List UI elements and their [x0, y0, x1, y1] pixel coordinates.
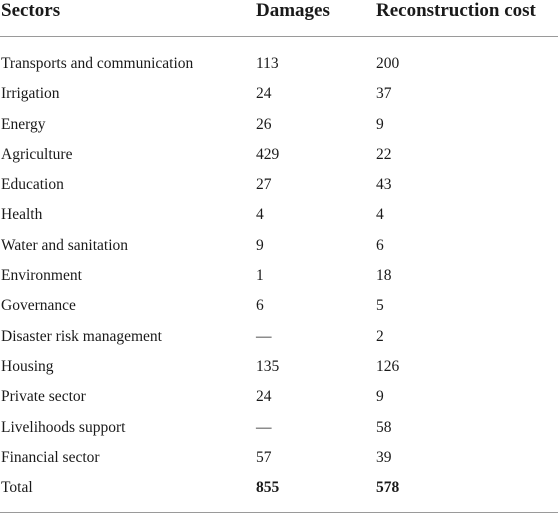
- header-sectors: Sectors: [1, 0, 61, 21]
- table-row: Education 27 43: [0, 171, 558, 201]
- cell-sector: Livelihoods support: [1, 418, 126, 436]
- table-bottom-divider: [0, 512, 558, 513]
- cell-reconstruction-cost: 578: [376, 479, 400, 497]
- cell-sector: Total: [1, 479, 33, 497]
- table-row: Agriculture 429 22: [0, 141, 558, 171]
- cell-reconstruction-cost: 2: [376, 327, 384, 345]
- table-row: Environment 1 18: [0, 262, 558, 292]
- cell-reconstruction-cost: 5: [376, 297, 384, 315]
- cell-damages: 24: [256, 388, 272, 406]
- cell-sector: Health: [1, 206, 43, 224]
- table-row: Water and sanitation 9 6: [0, 232, 558, 262]
- cell-sector: Education: [1, 176, 64, 194]
- cell-damages: 26: [256, 115, 272, 133]
- table-row: Energy 26 9: [0, 111, 558, 141]
- table-row: Governance 6 5: [0, 292, 558, 322]
- table-body: Transports and communication 113 200 Irriga…: [0, 50, 558, 504]
- cell-sector: Transports and communication: [1, 55, 194, 72]
- cell-reconstruction-cost: 58: [376, 418, 392, 436]
- cell-damages: 24: [256, 85, 272, 103]
- cell-sector: Irrigation: [1, 85, 60, 103]
- cell-damages: 27: [256, 176, 272, 194]
- cell-sector: Water and sanitation: [1, 236, 129, 254]
- cell-reconstruction-cost: 9: [376, 388, 384, 406]
- header-damages: Damages: [256, 0, 330, 21]
- table-row: Housing 135 126: [0, 353, 558, 383]
- cell-reconstruction-cost: 22: [376, 145, 392, 163]
- cell-damages: 135: [256, 357, 280, 375]
- cell-sector: Agriculture: [1, 145, 73, 163]
- cell-reconstruction-cost: 43: [376, 176, 392, 194]
- cell-sector: Financial sector: [1, 448, 100, 466]
- table-row: Transports and communication 113 200: [0, 50, 558, 80]
- table-row: Financial sector 57 39: [0, 444, 558, 474]
- cell-damages: 429: [256, 145, 280, 163]
- cell-damages: 1: [256, 267, 264, 285]
- cell-damages: 6: [256, 297, 264, 315]
- cell-reconstruction-cost: 200: [376, 55, 400, 72]
- cell-sector: Housing: [1, 357, 54, 375]
- cell-reconstruction-cost: 126: [376, 357, 400, 375]
- cell-sector: Disaster risk management: [1, 327, 162, 345]
- cell-sector: Private sector: [1, 388, 86, 406]
- table-row: Livelihoods support — 58: [0, 414, 558, 444]
- cell-sector: Governance: [1, 297, 76, 315]
- cell-damages: 9: [256, 236, 264, 254]
- table-total-row: Total 855 578: [0, 474, 558, 504]
- cell-damages: 57: [256, 448, 272, 466]
- cell-reconstruction-cost: 6: [376, 236, 384, 254]
- cell-damages: 113: [256, 55, 279, 72]
- table-row: Disaster risk management — 2: [0, 323, 558, 353]
- cell-sector: Environment: [1, 267, 82, 285]
- header-reconstruction-cost: Reconstruction cost: [376, 0, 536, 21]
- cell-reconstruction-cost: 37: [376, 85, 392, 103]
- header-divider: [0, 36, 558, 37]
- cell-reconstruction-cost: 9: [376, 115, 384, 133]
- cell-reconstruction-cost: 4: [376, 206, 384, 224]
- cell-damages: —: [256, 327, 272, 345]
- table-row: Health 4 4: [0, 201, 558, 231]
- table-row: Private sector 24 9: [0, 383, 558, 413]
- cell-reconstruction-cost: 39: [376, 448, 392, 466]
- cell-damages: —: [256, 418, 272, 436]
- cell-damages: 4: [256, 206, 264, 224]
- cell-reconstruction-cost: 18: [376, 267, 392, 285]
- table-row: Irrigation 24 37: [0, 80, 558, 110]
- cell-damages: 855: [256, 479, 280, 497]
- cell-sector: Energy: [1, 115, 46, 133]
- table-header: Sectors Damages Reconstruction cost: [0, 0, 558, 36]
